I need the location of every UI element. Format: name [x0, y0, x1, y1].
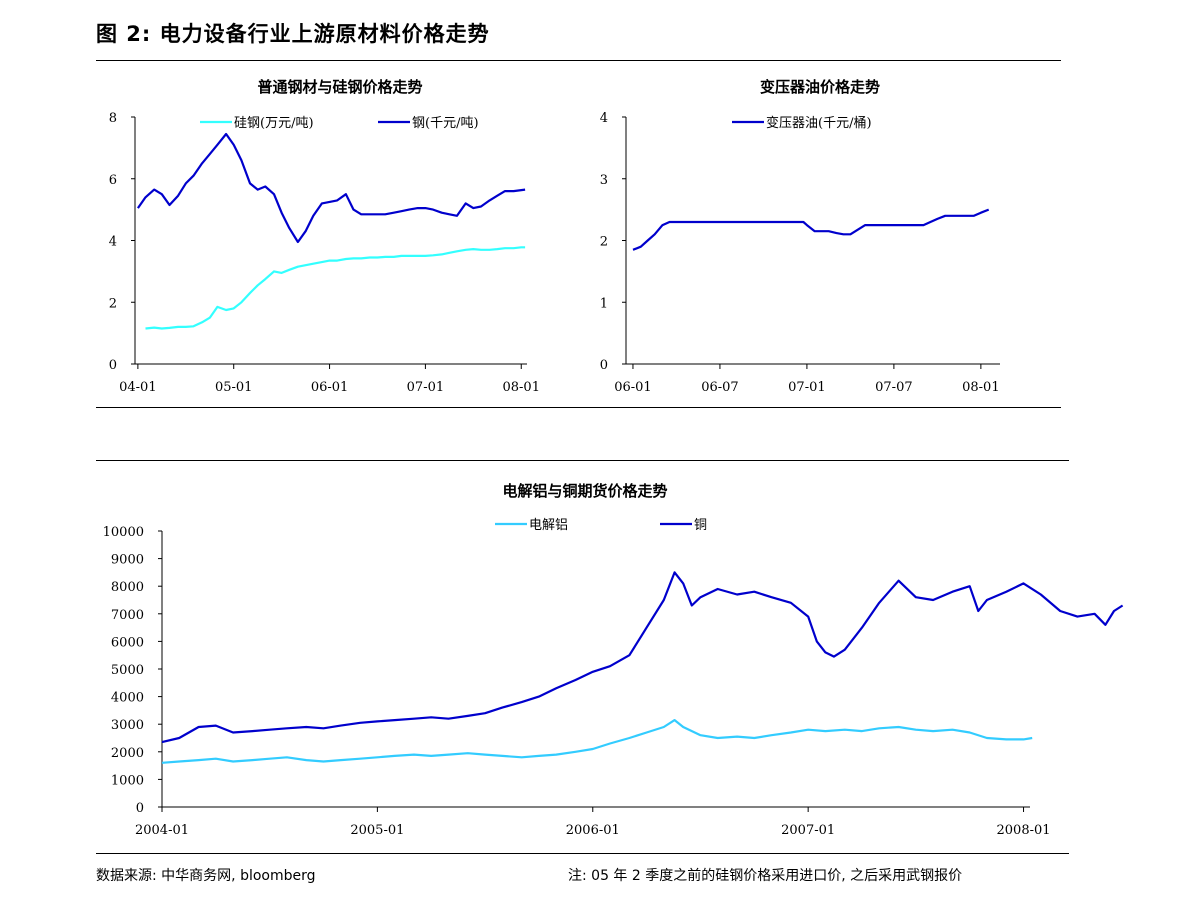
figure-title: 图 2: 电力设备行业上游原材料价格走势	[96, 22, 490, 46]
steel-y-tick-label: 6	[109, 173, 117, 188]
bottom-chart-top-rule	[96, 460, 1069, 461]
steel-chart-title: 普通钢材与硅钢价格走势	[257, 78, 423, 96]
steel-x-tick-label: 07-01	[407, 380, 444, 395]
source-note: 数据来源: 中华商务网, bloomberg	[96, 868, 316, 884]
steel-x-tick-label: 04-01	[119, 380, 156, 395]
metals-chart-title: 电解铝与铜期货价格走势	[502, 482, 668, 500]
bottom-chart-bottom-rule	[96, 853, 1069, 854]
steel-y-tick-label: 0	[109, 358, 117, 373]
metals-y-tick-label: 6000	[111, 635, 144, 650]
metals-x-tick-label: 2006-01	[566, 823, 620, 838]
oil-y-tick-label: 0	[600, 358, 608, 373]
steel-x-tick-label: 08-01	[503, 380, 540, 395]
metals-series-line-1	[161, 571, 1124, 744]
steel-y-tick-label: 2	[109, 296, 117, 311]
steel-legend-label-1: 钢(千元/吨)	[412, 116, 479, 131]
oil-y-tick-label: 1	[600, 296, 608, 311]
metals-x-tick-label: 2004-01	[135, 823, 189, 838]
metals-y-tick-label: 7000	[111, 608, 144, 623]
footnote: 注: 05 年 2 季度之前的硅钢价格采用进口价, 之后采用武钢报价	[568, 868, 963, 884]
title-rule	[96, 60, 1061, 61]
oil-y-tick-label: 4	[600, 111, 608, 126]
oil-legend-label-0: 变压器油(千元/桶)	[766, 115, 872, 131]
steel-legend-label-0: 硅钢(万元/吨)	[234, 116, 314, 131]
metals-x-tick-label: 2007-01	[781, 823, 835, 838]
steel-y-tick-label: 4	[109, 235, 117, 250]
oil-chart-title: 变压器油价格走势	[759, 78, 880, 96]
steel-x-tick-label: 05-01	[215, 380, 252, 395]
oil-x-tick-label: 07-07	[875, 380, 912, 395]
metals-y-tick-label: 10000	[103, 525, 144, 540]
metals-legend-label-0: 电解铝	[529, 518, 568, 533]
metals-x-tick-label: 2008-01	[997, 823, 1051, 838]
metals-y-tick-label: 8000	[111, 580, 144, 595]
metals-y-tick-label: 9000	[111, 553, 144, 568]
steel-y-tick-label: 8	[109, 111, 117, 126]
metals-y-tick-label: 4000	[111, 691, 144, 706]
metals-legend-label-1: 铜	[694, 518, 707, 533]
steel-series-line-1	[137, 132, 526, 244]
metals-y-tick-label: 0	[136, 801, 144, 816]
metals-x-tick-label: 2005-01	[350, 823, 404, 838]
metals-y-tick-label: 1000	[111, 773, 144, 788]
top-charts-bottom-rule	[96, 407, 1061, 408]
oil-y-tick-label: 2	[600, 235, 608, 250]
metals-y-tick-label: 2000	[111, 746, 144, 761]
steel-series-line-0	[145, 246, 526, 330]
oil-x-tick-label: 06-07	[701, 380, 738, 395]
oil-x-tick-label: 07-01	[788, 380, 825, 395]
oil-x-tick-label: 06-01	[614, 380, 651, 395]
metals-y-tick-label: 3000	[111, 718, 144, 733]
steel-x-tick-label: 06-01	[311, 380, 348, 395]
metals-series-line-0	[161, 719, 1033, 764]
metals-y-tick-label: 5000	[111, 663, 144, 678]
oil-series-line-0	[632, 208, 990, 251]
oil-y-tick-label: 3	[600, 173, 608, 188]
oil-x-tick-label: 08-01	[962, 380, 999, 395]
